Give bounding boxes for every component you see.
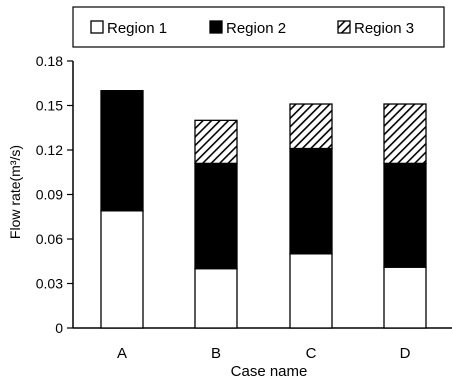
bars: [100, 90, 427, 329]
bar-segment-region-1-c: [289, 253, 333, 329]
y-tick-label: 0.09: [36, 187, 63, 203]
x-axis-title: Case name: [231, 363, 308, 380]
legend-label: Region 1: [107, 20, 167, 37]
legend-swatch: [337, 20, 351, 34]
y-tick-label: 0.12: [36, 142, 63, 158]
y-tick-label: 0.06: [36, 231, 63, 247]
x-tick-label: A: [117, 345, 127, 362]
y-tick-label: 0.15: [36, 98, 63, 114]
bar-segment-region-3-b: [194, 119, 238, 165]
bar-segment-region-2-a: [100, 90, 144, 212]
legend-box: [72, 6, 445, 48]
x-tick-label: D: [400, 345, 411, 362]
chart-legend: Region 1 Region 2 Region 3: [72, 6, 445, 48]
bar-segment-region-2-b: [194, 162, 238, 270]
bar-segment-region-1-a: [100, 210, 144, 329]
legend-swatch: [209, 20, 223, 34]
legend-swatch: [90, 20, 104, 34]
y-axis-title: Flow rate(m³/s): [7, 145, 23, 239]
y-ticks: 0 0.03 0.06 0.09 0.12 0.15 0.18: [36, 53, 73, 336]
legend-label: Region 3: [354, 20, 414, 37]
bar-segment-region-3-d: [383, 103, 427, 165]
x-tick-label: B: [211, 345, 221, 362]
bar-segment-region-1-d: [383, 266, 427, 329]
bar-segment-region-3-c: [289, 103, 333, 150]
y-tick-label: 0.03: [36, 276, 63, 292]
x-tick-label: C: [306, 345, 317, 362]
y-tick-label: 0.18: [36, 53, 63, 69]
y-tick-label: 0: [55, 320, 63, 336]
bar-segment-region-1-b: [194, 268, 238, 329]
bar-segment-region-2-c: [289, 147, 333, 255]
x-ticks: A B C D: [117, 345, 411, 362]
bar-segment-region-2-d: [383, 162, 427, 268]
legend-label: Region 2: [226, 20, 286, 37]
